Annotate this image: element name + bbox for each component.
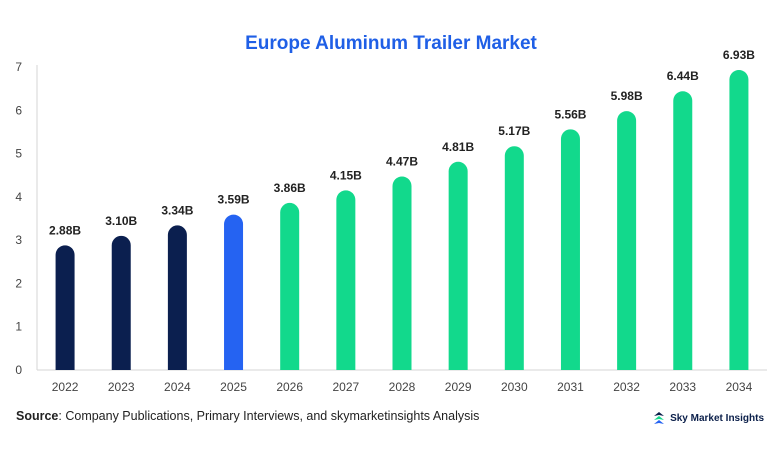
bar [729, 70, 749, 370]
data-label: 5.17B [498, 124, 530, 138]
bar [560, 129, 580, 370]
bar [673, 91, 693, 371]
x-tick-label: 2032 [613, 380, 640, 394]
y-tick-label: 4 [15, 190, 22, 204]
data-label: 3.34B [161, 203, 193, 217]
source-note: Source: Company Publications, Primary In… [16, 409, 479, 423]
x-tick-label: 2025 [220, 380, 247, 394]
y-tick-label: 5 [15, 147, 22, 161]
data-label: 4.15B [330, 168, 362, 182]
data-label: 5.98B [611, 89, 643, 103]
y-tick-label: 3 [15, 233, 22, 247]
bar [392, 176, 412, 370]
bar [55, 245, 75, 370]
bar [336, 190, 356, 370]
bar [448, 161, 468, 370]
bar [280, 202, 300, 370]
bar [504, 146, 524, 370]
data-label: 4.47B [386, 155, 418, 169]
x-tick-label: 2026 [276, 380, 303, 394]
data-label: 3.86B [274, 181, 306, 195]
brand-name: Sky Market Insights [670, 412, 764, 424]
x-tick-label: 2024 [164, 380, 191, 394]
bar-chart: 0 1 2 3 4 5 6 7 2.88B 2022 3.10B 2023 3.34B 2024 3.59B… [15, 48, 767, 394]
x-tick-label: 2031 [557, 380, 584, 394]
y-tick-label: 0 [15, 363, 22, 377]
brand-logo: Sky Market Insights [652, 411, 764, 425]
sky-market-insights-logo-icon [654, 412, 665, 424]
x-tick-label: 2022 [52, 380, 79, 394]
data-label: 4.81B [442, 140, 474, 154]
y-tick-label: 2 [15, 276, 22, 290]
x-tick-label: 2034 [726, 380, 753, 394]
data-label: 6.93B [723, 48, 755, 62]
x-tick-label: 2023 [108, 380, 135, 394]
source-label: Source [16, 409, 59, 423]
source-text: : Company Publications, Primary Intervie… [58, 409, 480, 423]
data-label: 5.56B [554, 107, 586, 121]
y-tick-label: 7 [15, 60, 22, 74]
y-tick-label: 6 [15, 103, 22, 117]
x-tick-label: 2030 [501, 380, 528, 394]
data-label: 3.59B [218, 193, 250, 207]
bar [111, 235, 131, 370]
x-tick-label: 2033 [669, 380, 696, 394]
data-label: 6.44B [667, 69, 699, 83]
y-tick-label: 1 [15, 320, 22, 334]
x-tick-label: 2028 [389, 380, 416, 394]
bar [167, 225, 187, 370]
x-tick-label: 2027 [332, 380, 359, 394]
bar [224, 214, 244, 370]
data-label: 2.88B [49, 223, 81, 237]
bar [617, 111, 637, 370]
data-label: 3.10B [105, 214, 137, 228]
x-tick-label: 2029 [445, 380, 472, 394]
chart-title: Europe Aluminum Trailer Market [245, 33, 537, 54]
